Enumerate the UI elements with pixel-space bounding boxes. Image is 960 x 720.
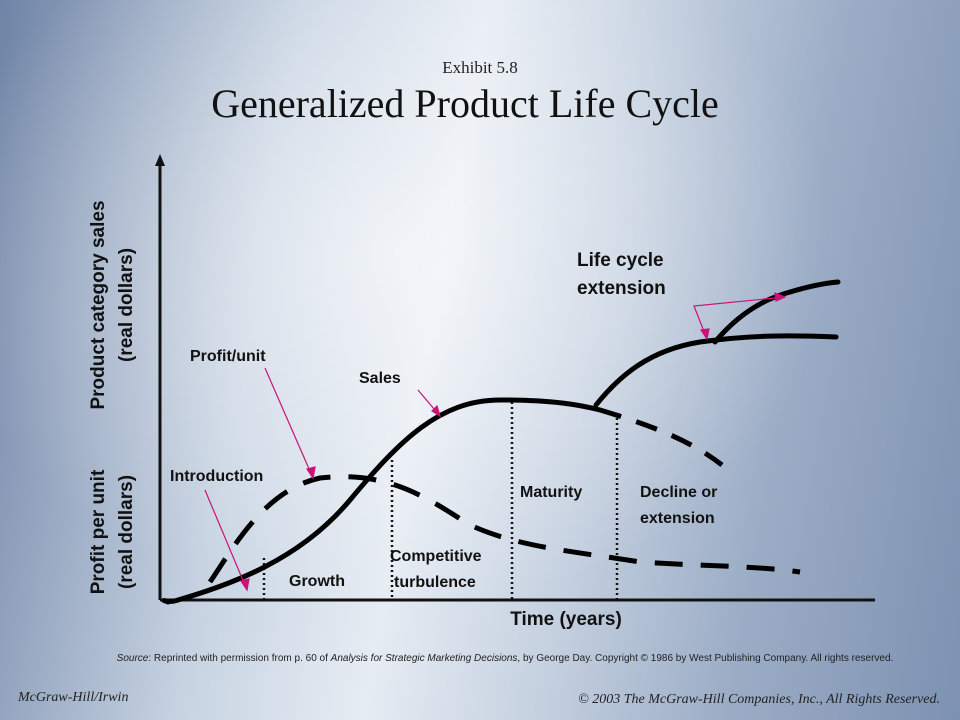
pointer-arrows	[204, 292, 787, 592]
y-axis-arrowhead	[155, 154, 165, 166]
stage-decline-label-1: Decline or	[640, 484, 717, 501]
stage-introduction-label: Introduction	[170, 468, 263, 485]
source-text-1: : Reprinted with permission from p. 60 o…	[148, 653, 331, 664]
exhibit-label: Exhibit 5.8	[442, 58, 518, 77]
life-cycle-extension-label-1: Life cycle	[577, 250, 664, 271]
source-text-2: , by George Day. Copyright © 1986 by Wes…	[517, 653, 894, 664]
stage-decline-label-2: extension	[640, 510, 715, 527]
extension-curve	[593, 333, 839, 408]
x-axis-label: Time (years)	[510, 609, 622, 630]
extension-upper-curve	[712, 279, 841, 345]
page-title: Generalized Product Life Cycle	[211, 81, 719, 126]
life-cycle-pointer-head-lower	[699, 328, 710, 341]
life-cycle-extension-label-2: extension	[577, 278, 666, 299]
profit-unit-pointer	[264, 367, 314, 479]
sales-curve	[161, 397, 603, 605]
footer-publisher: McGraw-Hill/Irwin	[18, 690, 129, 705]
source-note: Source: Reprinted with permission from p…	[110, 652, 900, 665]
y-axis-profit-units: (real dollars)	[116, 475, 137, 589]
profit-unit-pointer-head	[306, 466, 316, 480]
introduction-pointer	[204, 489, 248, 591]
sales-label: Sales	[359, 370, 401, 387]
stage-maturity-label: Maturity	[520, 484, 582, 501]
source-book-title: Analysis for Strategic Marketing Decisio…	[330, 653, 518, 664]
life-cycle-pointer	[693, 296, 786, 340]
sales-pointer-head	[431, 404, 442, 418]
introduction-pointer-head	[240, 578, 250, 592]
y-axis-sales-units: (real dollars)	[116, 248, 137, 362]
stage-turbulence-label-1: Competitive	[390, 548, 482, 565]
footer-copyright: © 2003 The McGraw-Hill Companies, Inc., …	[578, 692, 940, 707]
life-cycle-pointer-head-upper	[774, 292, 787, 302]
y-axis-sales-label: Product category sales	[88, 200, 109, 409]
stage-turbulence-label-2: turbulence	[394, 574, 476, 591]
source-prefix: Source	[116, 653, 149, 664]
profit-unit-curve	[207, 474, 801, 584]
y-axis-profit-label: Profit per unit	[88, 469, 109, 594]
profit-unit-label: Profit/unit	[190, 348, 266, 365]
stage-growth-label: Growth	[289, 573, 345, 590]
sales-decline-curve	[599, 407, 724, 467]
